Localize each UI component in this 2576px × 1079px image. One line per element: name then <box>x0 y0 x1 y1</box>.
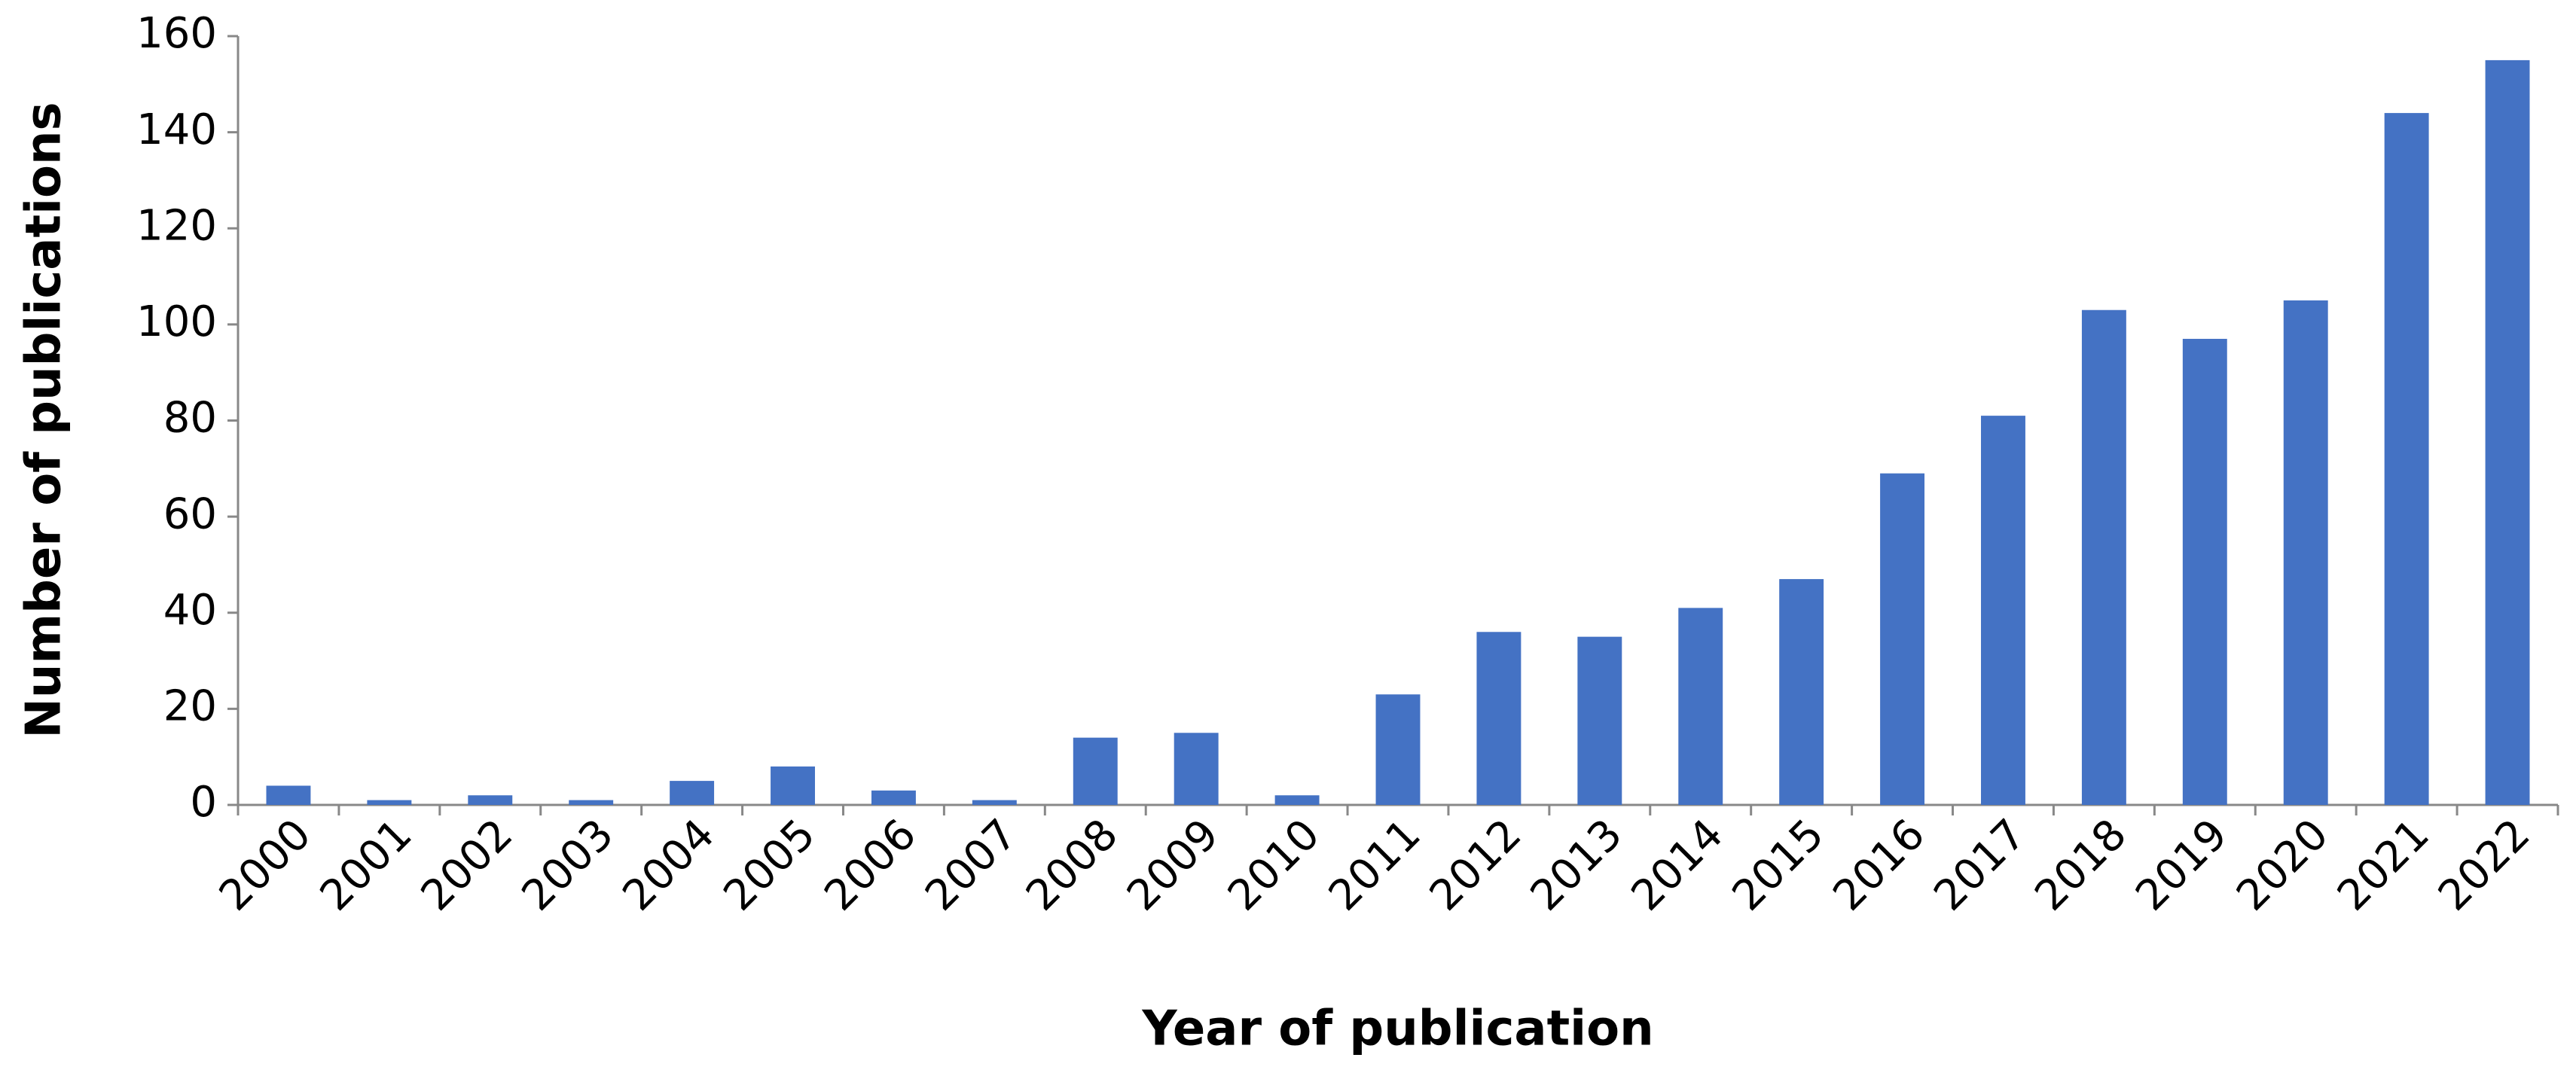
bar <box>2384 113 2429 806</box>
y-tick-label: 100 <box>136 297 217 346</box>
x-tick-label: 2008 <box>1017 810 1128 921</box>
bar <box>2485 59 2530 805</box>
y-tick-label: 80 <box>163 394 217 443</box>
x-tick-label: 2014 <box>1622 810 1733 921</box>
x-tick-label: 2016 <box>1824 810 1934 921</box>
bar <box>2283 300 2328 805</box>
bar <box>266 785 311 805</box>
bar <box>871 790 916 805</box>
y-tick-label: 160 <box>136 9 217 58</box>
x-tick-label: 2012 <box>1421 810 1531 921</box>
x-tick-label: 2017 <box>1924 810 2035 921</box>
bar <box>1375 694 1421 805</box>
bar <box>1476 632 1521 805</box>
x-tick-label: 2013 <box>1521 810 1632 921</box>
x-tick-label: 2021 <box>2328 810 2439 921</box>
y-tick-label: 20 <box>163 682 217 731</box>
y-tick-label: 40 <box>163 586 217 635</box>
x-tick-label: 2019 <box>2126 810 2237 921</box>
y-tick-label: 140 <box>136 105 217 154</box>
bar <box>367 800 412 805</box>
x-tick-label: 2003 <box>513 810 624 921</box>
x-tick-label: 2018 <box>2025 810 2136 921</box>
x-tick-label: 2001 <box>311 810 422 921</box>
bar <box>569 800 614 805</box>
x-tick-label: 2011 <box>1320 810 1430 921</box>
bar <box>468 795 513 805</box>
x-tick-label: 2002 <box>412 810 523 921</box>
x-tick-label: 2020 <box>2227 810 2338 921</box>
x-tick-label: 2004 <box>613 810 724 921</box>
bar <box>1577 636 1622 805</box>
x-tick-label: 2009 <box>1118 810 1228 921</box>
x-tick-label: 2006 <box>815 810 926 921</box>
bar <box>2081 309 2126 805</box>
bar <box>1678 608 1723 805</box>
x-tick-label: 2015 <box>1723 810 1834 921</box>
bar <box>2182 339 2227 805</box>
bar <box>1779 579 1824 805</box>
x-tick-label: 2005 <box>714 810 825 921</box>
bar <box>771 766 815 805</box>
bar <box>1880 473 1925 805</box>
x-tick-label: 2007 <box>916 810 1027 921</box>
y-tick-label: 60 <box>163 489 217 538</box>
bar <box>1174 733 1219 805</box>
bar <box>670 781 715 805</box>
bar <box>1981 416 2025 805</box>
y-axis-title: Number of publications <box>17 102 72 738</box>
y-tick-label: 120 <box>136 201 217 250</box>
x-tick-label: 2010 <box>1219 810 1329 921</box>
bar <box>1274 795 1320 805</box>
x-tick-label: 2000 <box>210 810 321 921</box>
bar <box>1073 737 1118 805</box>
x-axis-title: Year of publication <box>1141 1001 1653 1057</box>
x-tick-label: 2022 <box>2429 810 2540 921</box>
y-tick-label: 0 <box>190 778 217 827</box>
bar <box>972 800 1017 805</box>
